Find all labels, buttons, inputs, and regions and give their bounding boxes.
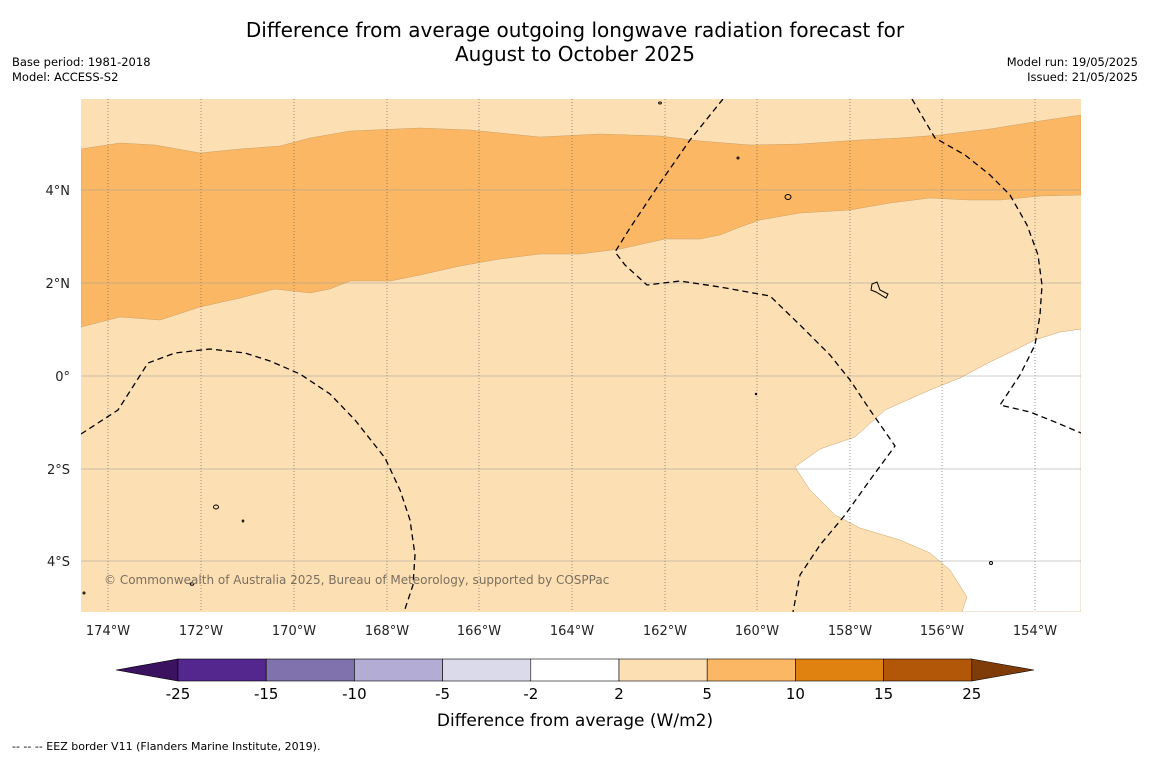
longitude-labels: 174°W 172°W 170°W 168°W 166°W 164°W 162°W 160°W… xyxy=(86,624,1057,639)
lon-tick-label: 166°W xyxy=(457,624,501,639)
island-east-small xyxy=(989,561,993,565)
lon-tick-label: 174°W xyxy=(86,624,130,639)
meta-right: Model run: 19/05/2025 Issued: 21/05/2025 xyxy=(1007,55,1138,85)
eez-footnote: -- -- -- EEZ border V11 (Flanders Marine… xyxy=(12,740,321,753)
colorbar-segment xyxy=(354,658,443,682)
lat-tick-label: 0° xyxy=(55,370,70,385)
colorbar-title: Difference from average (W/m2) xyxy=(437,711,713,731)
map-figure: © Commonwealth of Australia 2025, Bureau… xyxy=(46,99,1081,731)
colorbar-segment xyxy=(530,658,620,682)
map-area: © Commonwealth of Australia 2025, Bureau… xyxy=(81,99,1081,612)
latitude-labels: 4°N 2°N 0° 2°S 4°S xyxy=(46,184,71,570)
lon-tick-label: 172°W xyxy=(179,624,223,639)
colorbar-extend-low xyxy=(115,658,179,682)
lon-tick-label: 170°W xyxy=(272,624,316,639)
island-reef xyxy=(784,194,792,200)
colorbar-segment xyxy=(177,658,267,682)
colorbar-segment xyxy=(265,658,355,682)
chart-title: Difference from average outgoing longwav… xyxy=(0,18,1150,66)
anomaly-5-10-band xyxy=(81,114,1081,328)
lat-tick-label: 4°S xyxy=(47,555,70,570)
island-centre-dot xyxy=(754,392,758,396)
island-kiritimati xyxy=(870,281,889,299)
copyright-text: © Commonwealth of Australia 2025, Bureau… xyxy=(104,573,609,587)
anomaly-neutral-area xyxy=(794,328,1081,612)
title-line-1: Difference from average outgoing longwav… xyxy=(245,18,905,42)
eez-borders xyxy=(81,99,1081,612)
lat-tick-label: 2°N xyxy=(46,277,71,292)
lon-tick-label: 158°W xyxy=(828,624,872,639)
colorbar-tick-label: -10 xyxy=(342,685,367,703)
colorbar-segment xyxy=(618,658,708,682)
colorbar-tick-label: -15 xyxy=(254,685,279,703)
colorbar-tick-label: -5 xyxy=(435,685,450,703)
lon-tick-label: 162°W xyxy=(643,624,687,639)
eez-border-central xyxy=(614,99,896,612)
lon-tick-label: 154°W xyxy=(1013,624,1057,639)
lat-tick-label: 4°N xyxy=(46,184,71,199)
colorbar-tick-label: 5 xyxy=(702,685,712,703)
grid-lines xyxy=(81,99,1081,612)
meta-left: Base period: 1981-2018 Model: ACCESS-S2 xyxy=(12,55,151,85)
island-south-edge xyxy=(82,591,86,595)
lon-tick-label: 164°W xyxy=(550,624,594,639)
colorbar-segment xyxy=(706,658,796,682)
colorbar-tick-label: 15 xyxy=(874,685,893,703)
issued-text: Issued: 21/05/2025 xyxy=(1027,70,1138,84)
title-line-2: August to October 2025 xyxy=(454,42,696,66)
island-west-atoll xyxy=(213,504,219,510)
colorbar-tick-label: 10 xyxy=(786,685,805,703)
islands xyxy=(82,101,993,595)
colorbar-tick-label: -25 xyxy=(166,685,191,703)
island-jarvis-small xyxy=(736,156,740,160)
lon-tick-label: 168°W xyxy=(365,624,409,639)
colorbar-extend-high xyxy=(971,658,1035,682)
lon-tick-label: 156°W xyxy=(920,624,964,639)
eez-border-east xyxy=(911,99,1081,434)
colorbar-segment xyxy=(795,658,884,682)
lat-tick-label: 2°S xyxy=(47,463,70,478)
colorbar-segment xyxy=(883,658,973,682)
colorbar-tick-label: -2 xyxy=(523,685,538,703)
model-text: Model: ACCESS-S2 xyxy=(12,70,119,84)
island-north xyxy=(658,101,662,105)
base-period-text: Base period: 1981-2018 xyxy=(12,55,151,69)
colorbar-segment xyxy=(442,658,532,682)
island-south-west xyxy=(189,582,195,586)
model-run-text: Model run: 19/05/2025 xyxy=(1006,55,1138,69)
colorbar-tick-label: 2 xyxy=(614,685,624,703)
colorbar-tick-label: 25 xyxy=(962,685,981,703)
eez-border-west xyxy=(81,348,416,612)
lon-tick-label: 160°W xyxy=(735,624,779,639)
island-small-west xyxy=(241,519,245,523)
colorbar: -25 -15 -10 -5 -2 2 5 10 15 25 xyxy=(115,658,1035,703)
